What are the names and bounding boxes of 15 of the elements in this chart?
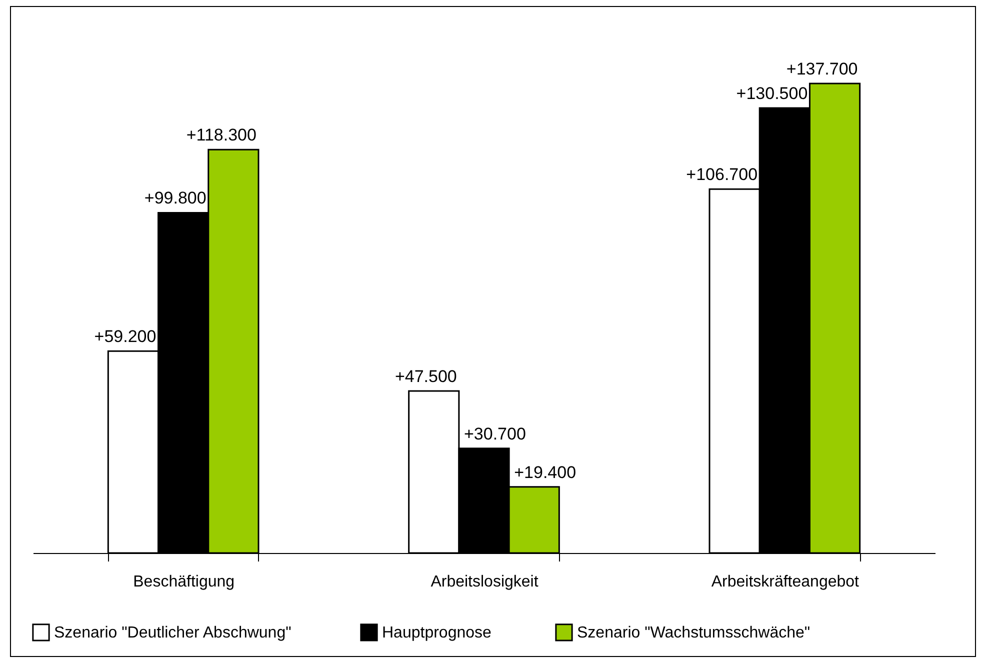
data-label: +19.400 [514, 462, 576, 482]
data-label: +137.700 [786, 59, 858, 78]
x-tick-label: Arbeitskräfteangebot [711, 574, 860, 590]
legend-label: Szenario "Wachstumsschwäche" [577, 624, 810, 642]
data-label: +47.500 [394, 367, 457, 386]
legend-label: Szenario "Deutlicher Abschwung" [54, 624, 292, 642]
data-label: +59.200 [94, 327, 156, 346]
data-label: +118.300 [186, 126, 256, 145]
x-tick-label: Beschäftigung [133, 574, 235, 590]
x-tick-label: Arbeitslosigkeit [430, 574, 539, 590]
legend-label: Hauptprognose [382, 624, 492, 642]
data-label: +99.800 [144, 188, 206, 208]
data-label: +30.700 [464, 424, 526, 444]
data-label: +106.700 [686, 165, 758, 184]
data-label: +130.500 [736, 84, 808, 104]
